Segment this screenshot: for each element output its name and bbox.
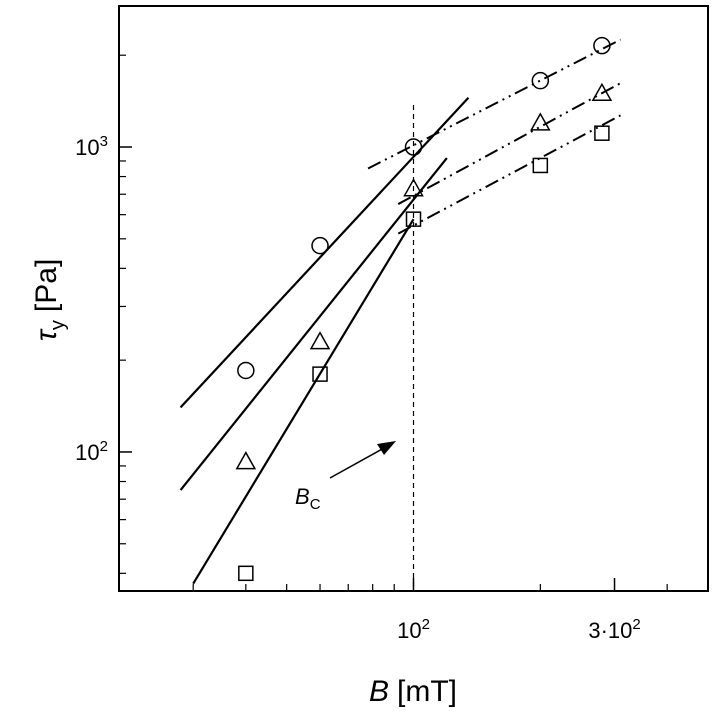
critical-field-label: BC — [295, 484, 321, 513]
data-point-circle — [404, 138, 423, 156]
data-point-circle — [311, 236, 329, 255]
data-point-circle — [237, 361, 255, 380]
data-point-square — [532, 157, 549, 174]
data-point-triangle — [235, 451, 257, 470]
data-point-circle — [531, 71, 550, 90]
y-tick-label: 102 — [75, 438, 108, 465]
critical-field-arrow-shaft — [329, 447, 385, 479]
low-field-fit-line-square — [192, 218, 415, 585]
high-field-fit-line-triangle — [397, 82, 622, 205]
fit-lines — [179, 38, 622, 585]
y-axis-title: τy[Pa] — [30, 259, 69, 342]
tick-labels: 102 3·102 102 103 — [75, 133, 641, 643]
data-point-square — [594, 125, 610, 141]
x-axis-title: B [mT] — [369, 675, 457, 708]
data-point-square — [238, 565, 254, 582]
data-point-triangle — [403, 178, 424, 197]
data-point-triangle — [530, 112, 551, 131]
axis-ticks — [119, 54, 668, 591]
critical-field-annotation: BC — [295, 441, 396, 513]
x-tick-label: 102 — [397, 616, 430, 643]
x-tick-label: 3·102 — [588, 616, 640, 643]
data-point-circle — [593, 36, 611, 55]
data-point-square — [405, 211, 422, 227]
critical-field-arrowhead — [377, 441, 396, 455]
y-tick-label: 103 — [75, 133, 108, 160]
high-field-fit-line-circle — [367, 38, 621, 170]
data-point-triangle — [309, 331, 331, 350]
low-field-fit-line-triangle — [179, 157, 448, 491]
data-points — [235, 36, 613, 582]
high-field-fit-line-square — [397, 114, 621, 235]
data-point-square — [312, 366, 328, 382]
data-point-triangle — [591, 82, 613, 102]
